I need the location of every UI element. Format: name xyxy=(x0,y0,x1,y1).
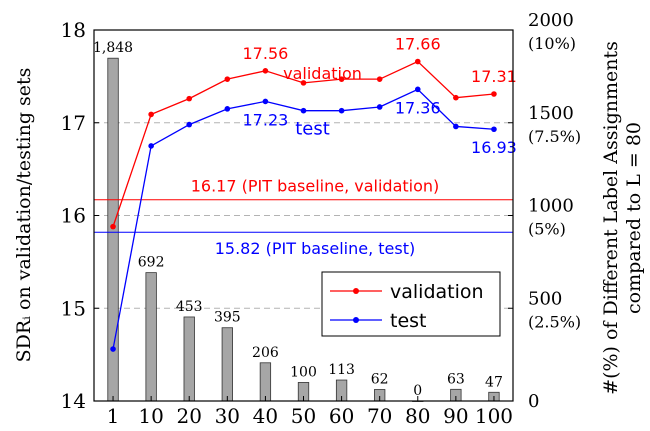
right-tick-pct-label: (10%) xyxy=(528,34,576,53)
legend: validation test xyxy=(321,271,501,337)
series-point xyxy=(453,123,459,130)
test-point-label: 17.36 xyxy=(395,98,441,117)
series-point xyxy=(414,58,421,65)
series-point xyxy=(262,68,269,74)
series-layer xyxy=(110,58,497,352)
series-point xyxy=(491,126,497,133)
bar-value-label: 1,848 xyxy=(93,40,133,56)
series-point xyxy=(224,76,231,82)
x-tick-label: 60 xyxy=(329,404,354,428)
bar xyxy=(259,362,272,402)
x-tick-label: 40 xyxy=(253,404,278,428)
bar-value-label: 63 xyxy=(447,371,465,387)
validation-point-label: 17.66 xyxy=(395,35,441,54)
series-point xyxy=(110,223,116,230)
legend-label-test: test xyxy=(390,310,427,332)
left-tick-label: 16 xyxy=(61,204,86,228)
x-tick-label: 20 xyxy=(177,404,202,428)
legend-label-validation: validation xyxy=(390,281,484,303)
validation-inline-label: validation xyxy=(283,64,362,83)
validation-point-label: 17.56 xyxy=(243,44,289,63)
right-tick-label: 500 xyxy=(528,288,562,309)
bar xyxy=(145,272,157,402)
x-tick-label: 80 xyxy=(405,404,430,428)
legend-box xyxy=(321,271,501,337)
x-tick-label: 100 xyxy=(475,404,513,428)
x-tick-label: 30 xyxy=(215,404,240,428)
test-inline-label: test xyxy=(295,118,330,139)
right-axis-title-line2: compared to L = 80 xyxy=(623,122,645,314)
bar-value-label: 100 xyxy=(290,364,317,380)
series-point xyxy=(338,107,345,114)
bar-value-label: 206 xyxy=(252,345,279,361)
series-point xyxy=(376,76,383,82)
right-tick-label: 2000 xyxy=(528,10,574,31)
bar-value-label: 395 xyxy=(214,310,241,326)
right-tick-label: 1500 xyxy=(528,103,574,124)
legend-marker-validation xyxy=(353,288,359,294)
series-point xyxy=(224,106,231,112)
bar-value-label: 692 xyxy=(138,255,165,271)
bar-value-label: 47 xyxy=(485,374,503,390)
left-axis-title: SDRᵢ on validation/testing sets xyxy=(13,68,35,363)
series-point xyxy=(376,104,383,110)
series-line xyxy=(112,60,495,227)
legend-marker-test xyxy=(353,317,359,323)
left-tick-label: 14 xyxy=(61,389,86,413)
series-point xyxy=(148,111,154,118)
right-tick-label: 1000 xyxy=(528,196,574,217)
right-tick-pct-label: (7.5%) xyxy=(528,127,581,146)
series-point xyxy=(491,91,497,97)
baseline-label: 15.82 (PIT baseline, test) xyxy=(215,239,416,258)
series-point xyxy=(186,121,193,128)
baseline-label: 16.17 (PIT baseline, validation) xyxy=(191,177,440,196)
series-point xyxy=(262,98,269,105)
right-tick-label: 0 xyxy=(528,391,539,412)
x-tick-label: 90 xyxy=(443,404,468,428)
bar xyxy=(221,327,233,402)
bar-value-label: 453 xyxy=(176,299,203,315)
x-tick-label: 50 xyxy=(291,404,316,428)
right-axis-title-line1: #(%) of Different Label Assignments xyxy=(600,41,622,395)
right-tick-pct-label: (5%) xyxy=(528,220,566,239)
series-point xyxy=(338,76,345,82)
bar-value-label: 113 xyxy=(328,362,355,378)
series-point xyxy=(148,143,154,149)
left-tick-label: 18 xyxy=(61,18,86,42)
x-tick-label: 10 xyxy=(138,404,163,428)
series-point xyxy=(453,94,459,101)
axis-layer: 14151617180500(2.5%)1000(5%)1500(7.5%)20… xyxy=(61,10,582,428)
bar-value-label: 0 xyxy=(413,383,422,399)
left-tick-label: 17 xyxy=(61,111,86,135)
series-point xyxy=(110,346,116,352)
x-tick-label: 70 xyxy=(367,404,392,428)
label-layer: 17.56 17.66 17.31 17.23 17.36 16.93 validation… xyxy=(243,35,517,158)
series-point xyxy=(300,107,307,114)
bar xyxy=(183,316,195,402)
validation-point-label: 17.31 xyxy=(471,67,517,86)
bar-layer: 1,848 692 453 395 206 100 113 62 0 63 47 xyxy=(93,40,503,402)
right-tick-pct-label: (2.5%) xyxy=(528,312,581,331)
series-point xyxy=(300,80,307,86)
series-point xyxy=(186,95,193,102)
bar-value-label: 62 xyxy=(371,371,389,387)
left-tick-label: 15 xyxy=(61,296,86,320)
x-tick-label: 1 xyxy=(107,404,120,428)
series-point xyxy=(414,86,421,93)
test-point-label: 16.93 xyxy=(471,138,517,157)
test-point-label: 17.23 xyxy=(243,110,289,129)
baseline-layer: 16.17 (PIT baseline, validation) 15.82 (P… xyxy=(94,177,513,258)
